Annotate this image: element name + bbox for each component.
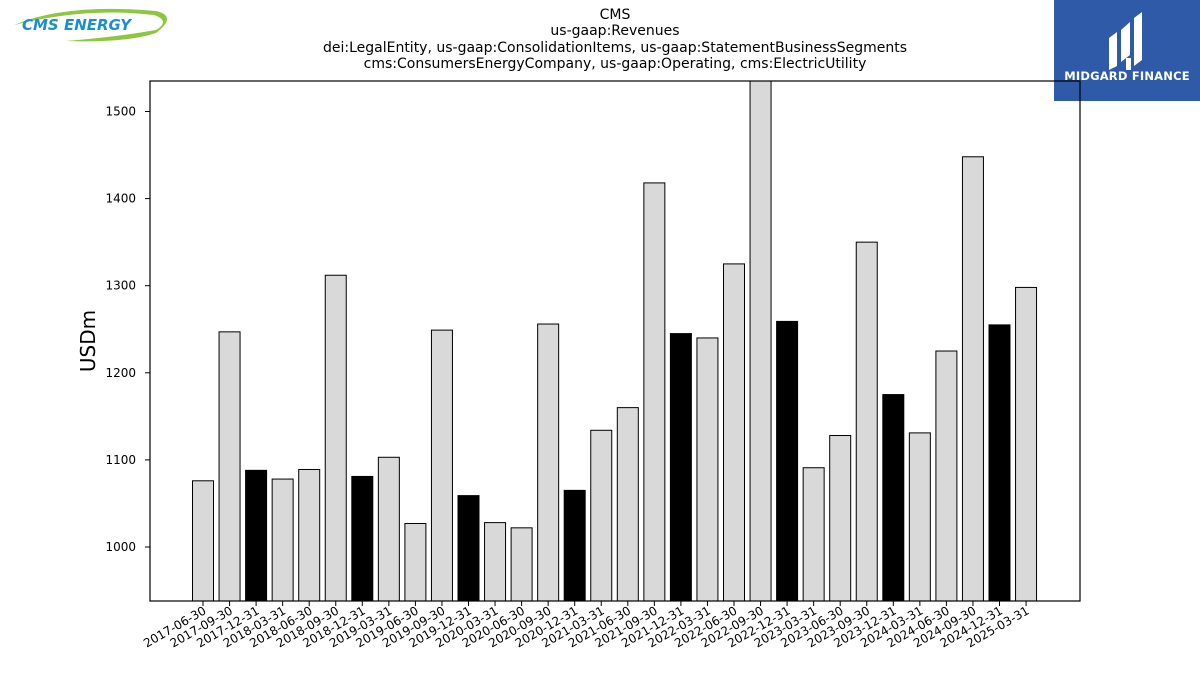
midgard-mark-icon — [1109, 12, 1142, 70]
title-line-members: cms:ConsumersEnergyCompany, us-gaap:Oper… — [363, 55, 867, 72]
cms-energy-logo: CMS ENERGY — [6, 3, 176, 47]
bar-2018-12-31 — [351, 475, 374, 602]
y-axis: 1000 1100 1200 1300 1400 1500 — [105, 104, 150, 554]
bar-2022-06-30 — [723, 263, 745, 602]
bar-2023-12-31 — [882, 394, 905, 602]
chart-title: CMS us-gaap:Revenues dei:LegalEntity, us… — [0, 7, 1200, 72]
bar-2019-09-30 — [430, 329, 453, 602]
bar-2018-03-31 — [271, 478, 294, 602]
y-tick-label: 1100 — [105, 453, 136, 467]
title-line-axes: dei:LegalEntity, us-gaap:ConsolidationIt… — [322, 39, 908, 56]
bar-2019-06-30 — [404, 522, 427, 602]
bar-2022-03-31 — [696, 337, 719, 602]
bar-2017-12-31 — [245, 469, 268, 602]
bar-2024-06-30 — [935, 350, 958, 602]
bar-2017-06-30 — [192, 480, 214, 602]
cms-energy-logo-text: CMS ENERGY — [22, 16, 133, 34]
bar-2023-09-30 — [855, 241, 878, 602]
bar-2022-09-30 — [749, 80, 772, 602]
bar-2024-03-31 — [908, 432, 931, 602]
bar-2018-06-30 — [298, 468, 321, 602]
y-tick-label: 1400 — [105, 192, 136, 206]
bar-2024-12-31 — [988, 324, 1011, 602]
bar-2018-09-30 — [324, 274, 347, 602]
title-line-company: CMS — [599, 7, 631, 23]
bar-2024-09-30 — [961, 156, 984, 602]
bar-2020-06-30 — [510, 527, 533, 602]
y-tick-label: 1000 — [105, 540, 136, 554]
x-axis: 2017-06-302017-09-302017-12-312018-03-31… — [141, 601, 1032, 650]
midgard-finance-logo-text: MIDGARD FINANCE — [1064, 69, 1190, 83]
bar-2023-03-31 — [802, 467, 825, 602]
bar-2019-12-31 — [457, 495, 480, 602]
bar-2020-03-31 — [484, 522, 507, 602]
title-line-concept: us-gaap:Revenues — [550, 23, 680, 40]
bar-2021-12-31 — [669, 333, 692, 602]
midgard-finance-logo: MIDGARD FINANCE — [1054, 0, 1200, 101]
bar-2019-03-31 — [377, 456, 400, 602]
y-axis-label: USDm — [76, 310, 100, 372]
bar-series — [192, 80, 1038, 602]
bar-2021-03-31 — [590, 429, 613, 602]
bar-2022-12-31 — [776, 320, 799, 602]
bar-2021-06-30 — [616, 407, 639, 602]
bar-2025-03-31 — [1015, 286, 1038, 602]
bar-2020-09-30 — [537, 323, 560, 602]
y-tick-label: 1200 — [105, 366, 136, 380]
bar-2023-06-30 — [829, 435, 852, 602]
bar-2017-09-30 — [218, 331, 241, 602]
bar-2021-09-30 — [643, 182, 666, 602]
bar-2020-12-31 — [563, 489, 586, 602]
y-tick-label: 1300 — [105, 279, 136, 293]
plot-frame — [149, 80, 1081, 602]
y-tick-label: 1500 — [105, 104, 136, 118]
